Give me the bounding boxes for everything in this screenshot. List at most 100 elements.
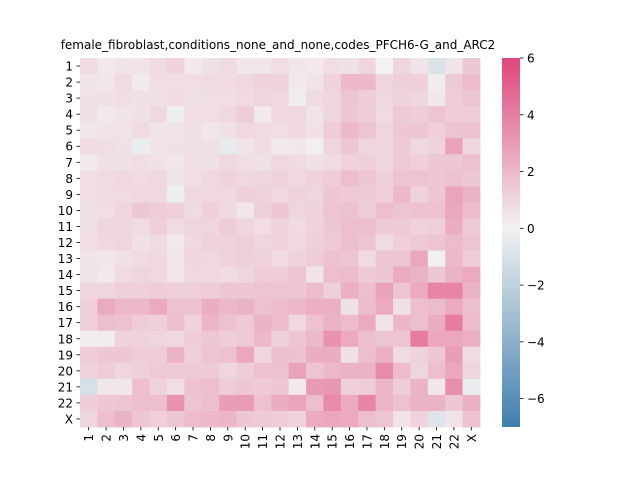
row-label: 19 [58,348,73,362]
heatmap-cell [323,378,342,396]
heatmap-cell [323,122,342,139]
heatmap-cell [271,58,290,75]
heatmap-cell [80,362,98,380]
heatmap-cell [375,314,394,332]
heatmap-cell [166,298,185,316]
heatmap-cell [184,282,203,300]
heatmap-cell [97,202,116,219]
heatmap-cell [149,346,168,364]
heatmap-cell [166,362,185,380]
heatmap-cell [427,298,446,316]
heatmap-cell [184,58,203,75]
heatmap-cell [288,170,307,187]
heatmap-cell [358,186,377,203]
heatmap-cell [253,202,272,219]
heatmap-cell [219,362,237,380]
heatmap-cell [340,74,359,91]
heatmap-cell [97,106,116,123]
heatmap-cell [253,170,272,187]
heatmap-cell [271,346,290,364]
heatmap-cell [375,90,394,107]
heatmap-cell [340,298,359,316]
heatmap-cell [427,106,446,123]
heatmap-cell [410,154,429,171]
heatmap-cell [149,74,168,91]
heatmap-cell [114,250,133,267]
heatmap-cell [375,298,394,316]
heatmap-cell [462,154,481,171]
heatmap-cell [410,170,429,187]
heatmap-cell [288,314,307,332]
heatmap-cell [132,218,150,235]
heatmap-cell [288,202,307,219]
heatmap-cell [375,330,394,348]
heatmap-cell [358,122,377,139]
heatmap-cell [288,218,307,235]
heatmap-cell [271,106,290,123]
heatmap-cell [375,410,394,428]
heatmap-cell [219,218,237,235]
heatmap-cell [410,202,429,219]
heatmap-cell [271,122,290,139]
heatmap-cell [462,314,481,332]
heatmap-cell [445,314,463,332]
heatmap-cell [410,378,429,396]
heatmap-cell [462,122,481,139]
heatmap-cell [271,250,290,267]
heatmap-cell [288,74,307,91]
heatmap-cell [358,74,377,91]
heatmap-cell [253,122,272,139]
column-label: 6 [169,434,183,442]
heatmap-cell [132,106,150,123]
heatmap-cell [393,218,411,235]
heatmap-cell [393,250,411,267]
heatmap-cell [97,90,116,107]
heatmap-cell [149,266,168,283]
heatmap-cell [271,362,290,380]
heatmap-cell [340,218,359,235]
heatmap-cell [288,138,307,155]
heatmap-cell [358,90,377,107]
heatmap-cell [427,122,446,139]
row-label: 10 [58,204,73,218]
heatmap-cell [375,346,394,364]
heatmap-cell [445,410,463,428]
heatmap-cell [340,90,359,107]
heatmap-cell [97,362,116,380]
heatmap-cell [393,90,411,107]
heatmap-cell [271,330,290,348]
heatmap-cell [393,282,411,300]
heatmap-cell [323,362,342,380]
heatmap-cell [149,218,168,235]
heatmap-cell [253,394,272,412]
heatmap-cell [462,250,481,267]
heatmap-cell [271,186,290,203]
heatmap-cell [184,122,203,139]
heatmap-cell [410,218,429,235]
heatmap-cell [219,298,237,316]
heatmap-cell [445,138,463,155]
heatmap-cell [166,346,185,364]
heatmap-cell [184,410,203,428]
heatmap-cell [132,234,150,251]
heatmap-cell [253,266,272,283]
heatmap-cell [80,346,98,364]
heatmap-cell [236,122,255,139]
heatmap-cell [445,122,463,139]
heatmap-cell [288,106,307,123]
heatmap-cell [97,314,116,332]
heatmap-cell [288,330,307,348]
row-label: 14 [58,268,73,282]
heatmap-cell [184,394,203,412]
heatmap-cell [236,298,255,316]
heatmap-cell [288,362,307,380]
heatmap-cell [219,330,237,348]
heatmap-cell [271,154,290,171]
heatmap-cell [340,202,359,219]
heatmap-cell [427,282,446,300]
heatmap-cell [288,122,307,139]
heatmap-cell [201,330,220,348]
heatmap-cell [410,186,429,203]
heatmap-cell [236,346,255,364]
heatmap-cell [219,202,237,219]
